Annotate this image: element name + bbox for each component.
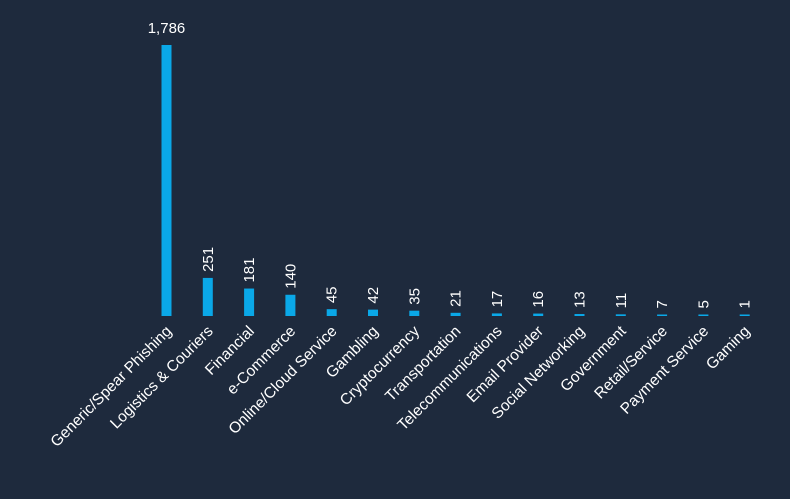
- data-label: 13: [572, 291, 589, 308]
- data-label: 11: [613, 293, 630, 309]
- data-label: 1: [737, 300, 754, 308]
- bar: [409, 310, 420, 316]
- bar: [491, 313, 502, 316]
- data-label: 7: [654, 300, 671, 308]
- data-label: 42: [365, 287, 382, 304]
- bar: [326, 309, 337, 316]
- data-label: 16: [530, 291, 547, 308]
- bar: [657, 314, 668, 316]
- bar: [615, 314, 626, 316]
- data-label: 181: [241, 258, 258, 283]
- bar: [533, 313, 544, 316]
- data-label: 251: [200, 247, 217, 272]
- bar: [739, 314, 750, 316]
- category-label: Retail/Service: [591, 323, 671, 403]
- bar: [368, 309, 378, 316]
- bar: [202, 277, 213, 316]
- data-label: 21: [448, 290, 465, 307]
- bar: [244, 288, 255, 316]
- data-label: 17: [489, 291, 506, 308]
- bar: [698, 314, 709, 316]
- data-label: 140: [282, 264, 299, 289]
- data-label: 1,786: [148, 20, 186, 37]
- data-label: 45: [324, 286, 341, 303]
- bar: [450, 312, 461, 316]
- category-label: Gaming: [703, 323, 753, 373]
- bar: [161, 45, 172, 316]
- data-label: 5: [695, 300, 712, 308]
- data-label: 35: [406, 288, 423, 305]
- bar: [285, 294, 296, 316]
- bar: [574, 314, 585, 316]
